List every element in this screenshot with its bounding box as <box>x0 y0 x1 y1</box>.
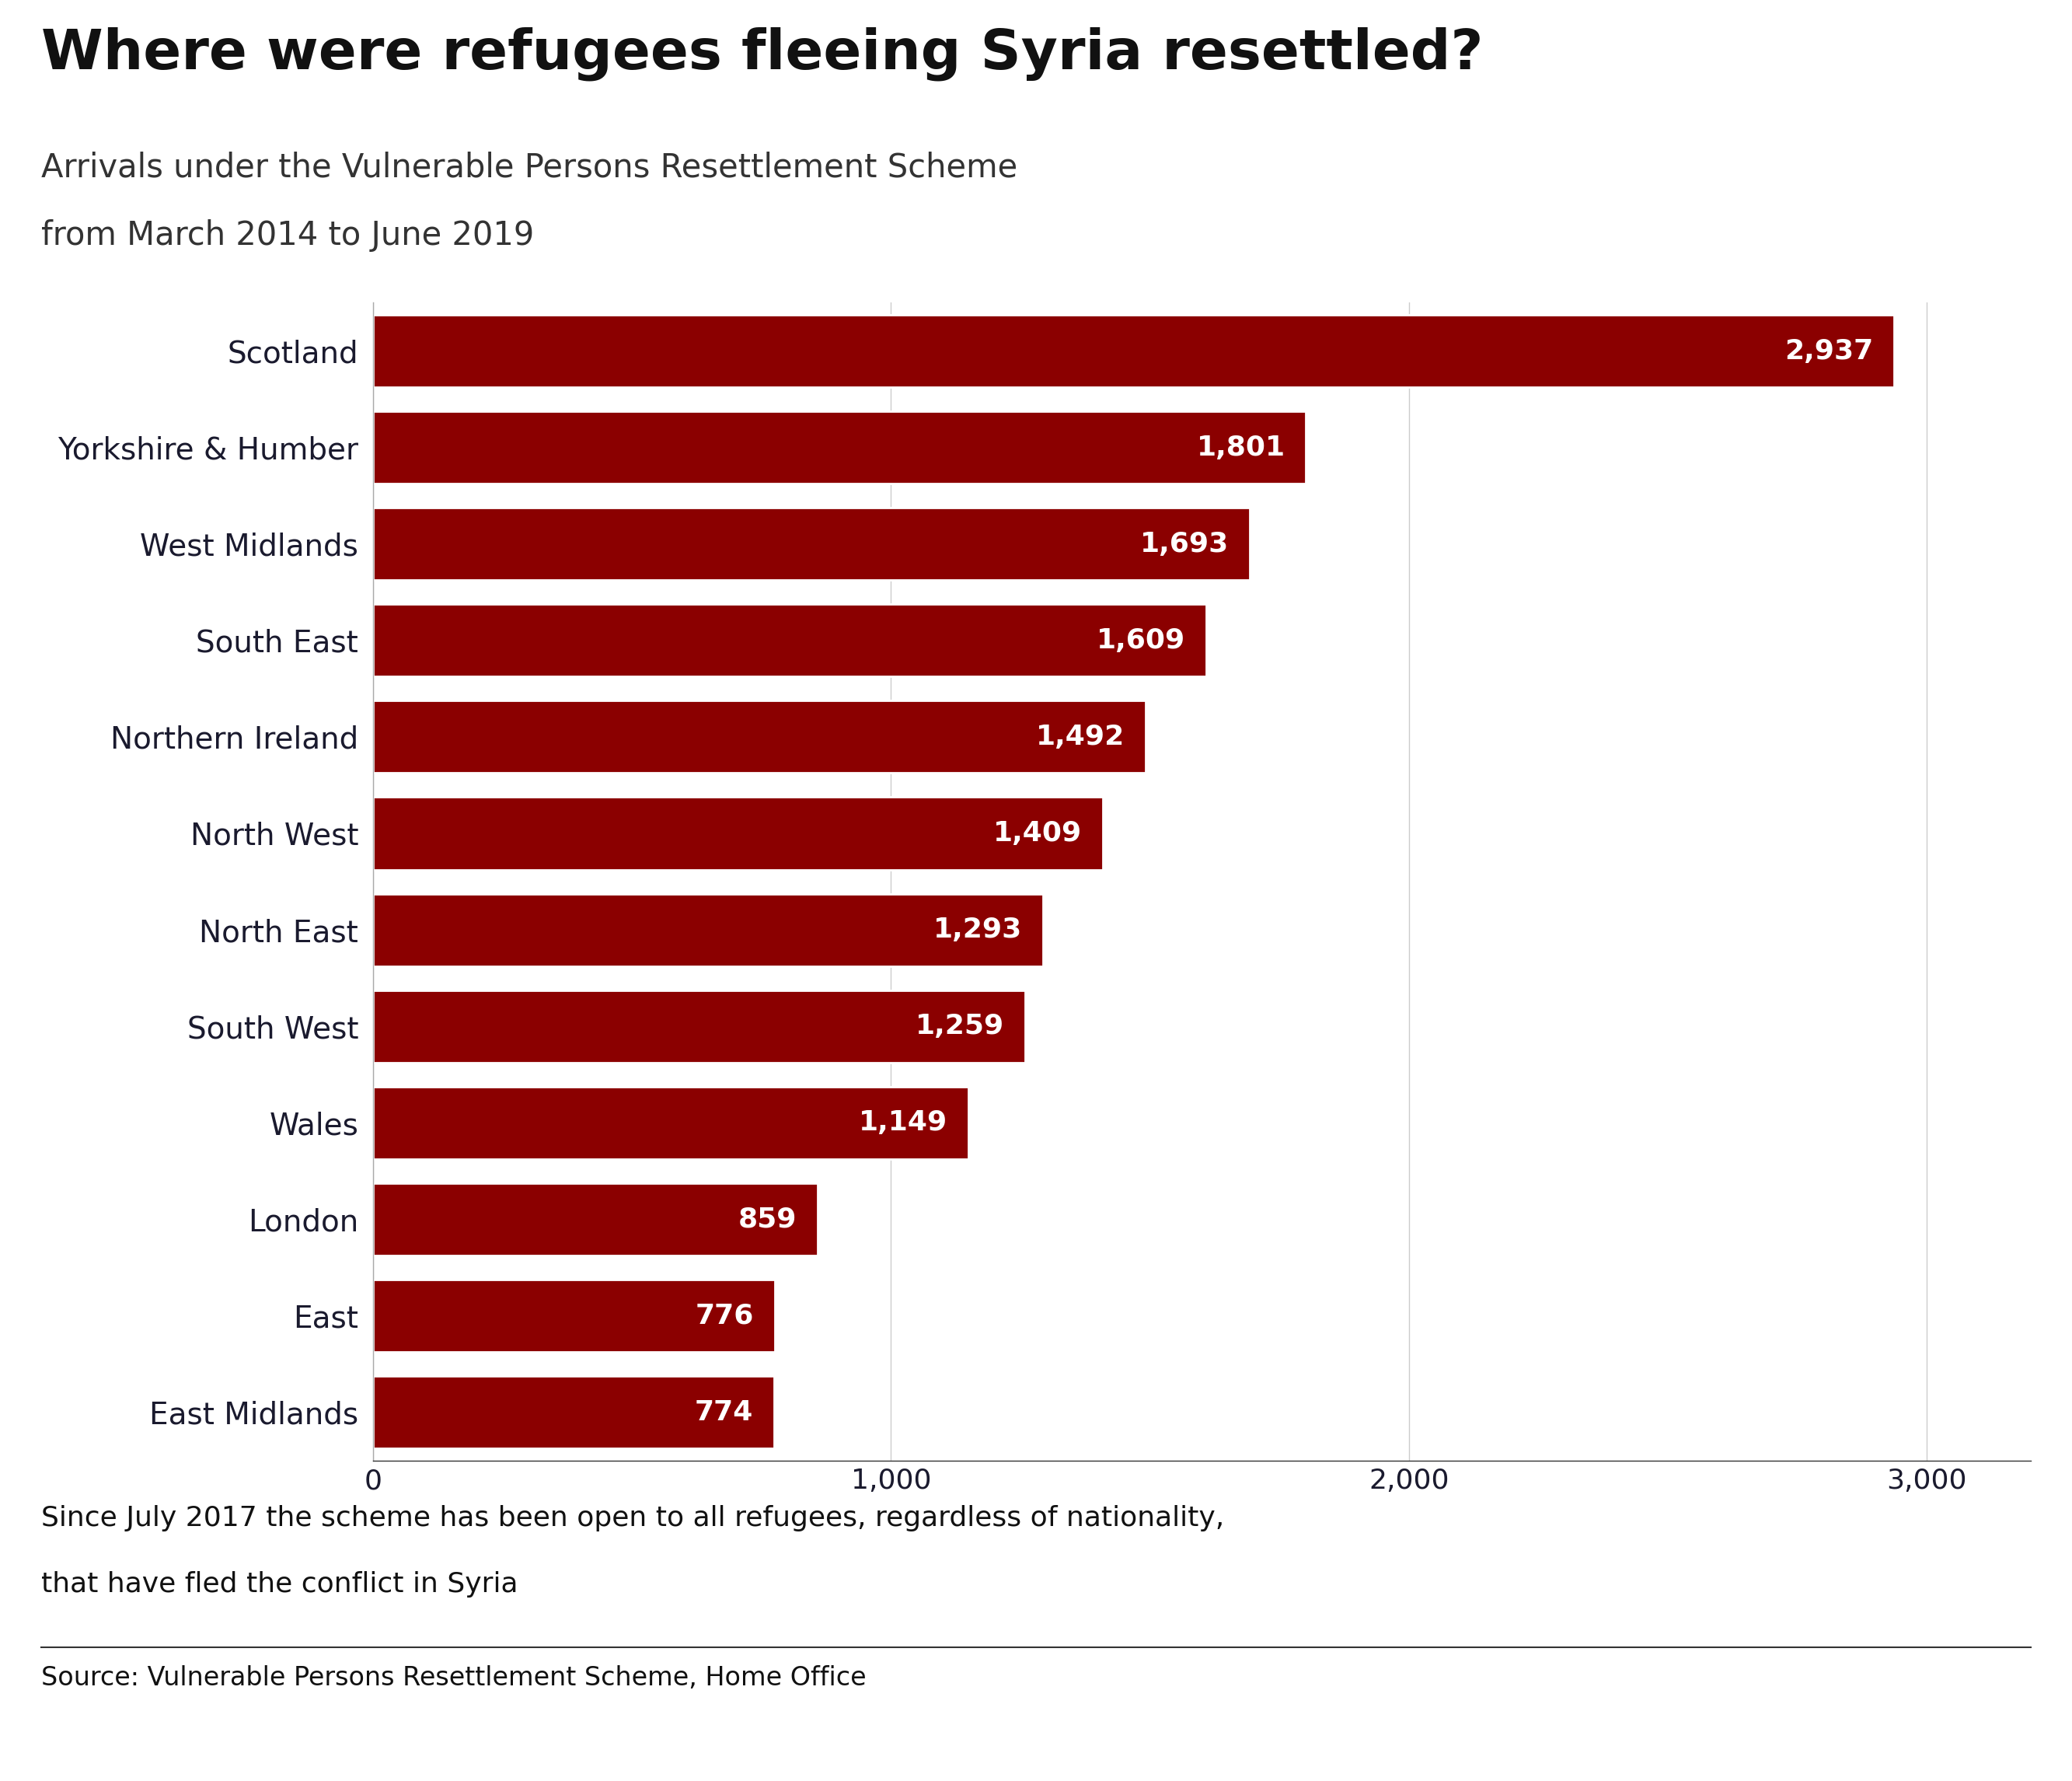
Bar <box>373 1086 968 1159</box>
Bar <box>373 508 1249 581</box>
Text: 776: 776 <box>696 1302 754 1329</box>
Bar <box>373 315 1894 386</box>
Text: that have fled the conflict in Syria: that have fled the conflict in Syria <box>41 1571 518 1598</box>
Bar <box>373 604 1206 677</box>
Text: 1,259: 1,259 <box>916 1013 1005 1040</box>
Bar <box>373 798 1102 869</box>
Bar <box>373 894 1042 965</box>
Text: 2,937: 2,937 <box>1784 338 1873 365</box>
Text: 1,609: 1,609 <box>1096 627 1185 654</box>
Bar <box>373 411 1305 484</box>
Text: BBC: BBC <box>1888 1703 1956 1731</box>
Text: Arrivals under the Vulnerable Persons Resettlement Scheme: Arrivals under the Vulnerable Persons Re… <box>41 151 1017 183</box>
Text: 1,149: 1,149 <box>858 1110 947 1136</box>
Text: 1,492: 1,492 <box>1036 723 1125 750</box>
Bar <box>373 1183 818 1256</box>
Bar <box>373 1279 775 1352</box>
Text: 774: 774 <box>694 1398 754 1425</box>
Text: Source: Vulnerable Persons Resettlement Scheme, Home Office: Source: Vulnerable Persons Resettlement … <box>41 1665 866 1690</box>
Text: 859: 859 <box>738 1206 798 1232</box>
Text: 1,409: 1,409 <box>992 819 1082 846</box>
Text: 1,801: 1,801 <box>1196 435 1285 461</box>
Text: 1,693: 1,693 <box>1140 531 1229 557</box>
Text: Since July 2017 the scheme has been open to all refugees, regardless of national: Since July 2017 the scheme has been open… <box>41 1505 1225 1532</box>
Text: Where were refugees fleeing Syria resettled?: Where were refugees fleeing Syria resett… <box>41 27 1484 80</box>
Bar <box>373 1377 775 1448</box>
Bar <box>373 700 1146 773</box>
Text: 1,293: 1,293 <box>932 917 1021 944</box>
Text: from March 2014 to June 2019: from March 2014 to June 2019 <box>41 219 535 251</box>
Bar <box>373 990 1026 1063</box>
